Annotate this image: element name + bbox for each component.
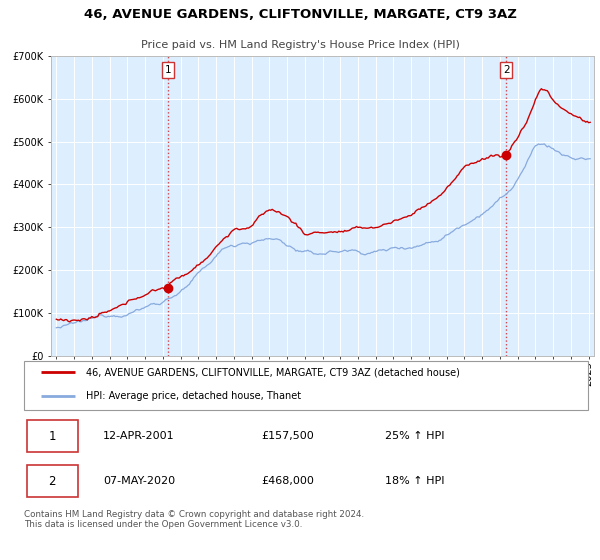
Text: Price paid vs. HM Land Registry's House Price Index (HPI): Price paid vs. HM Land Registry's House … [140,40,460,50]
Text: 46, AVENUE GARDENS, CLIFTONVILLE, MARGATE, CT9 3AZ: 46, AVENUE GARDENS, CLIFTONVILLE, MARGAT… [83,8,517,21]
Text: 18% ↑ HPI: 18% ↑ HPI [385,477,445,487]
Text: Contains HM Land Registry data © Crown copyright and database right 2024.
This d: Contains HM Land Registry data © Crown c… [24,510,364,529]
Text: 12-APR-2001: 12-APR-2001 [103,431,175,441]
Bar [27,420,77,452]
Text: 1: 1 [49,430,56,443]
Text: 07-MAY-2020: 07-MAY-2020 [103,477,175,487]
Text: 25% ↑ HPI: 25% ↑ HPI [385,431,445,441]
Text: 2: 2 [503,65,509,75]
Bar [27,465,77,497]
Text: £468,000: £468,000 [261,477,314,487]
Text: 46, AVENUE GARDENS, CLIFTONVILLE, MARGATE, CT9 3AZ (detached house): 46, AVENUE GARDENS, CLIFTONVILLE, MARGAT… [86,367,460,377]
Text: 2: 2 [49,475,56,488]
Text: HPI: Average price, detached house, Thanet: HPI: Average price, detached house, Than… [86,391,301,401]
Text: 1: 1 [164,65,171,75]
Text: £157,500: £157,500 [261,431,314,441]
